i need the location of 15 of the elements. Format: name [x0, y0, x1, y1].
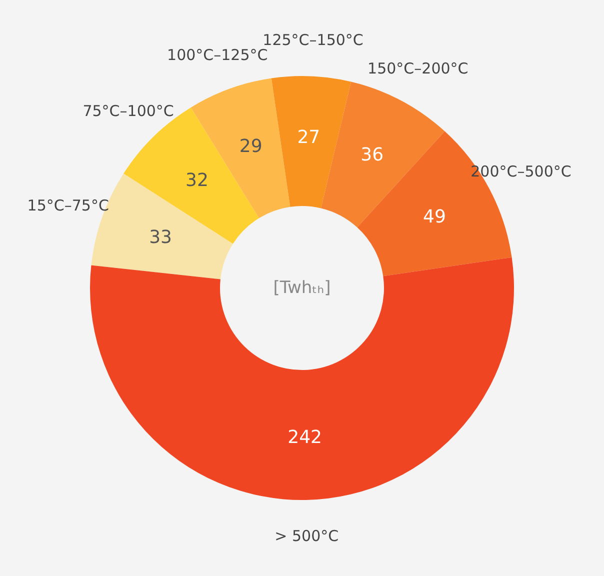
- data-label: 36: [360, 144, 384, 166]
- slice-label: > 500°C: [274, 526, 339, 545]
- donut-slice: [90, 257, 514, 500]
- data-label: 49: [423, 206, 446, 228]
- data-label: 242: [288, 426, 322, 448]
- data-label: 33: [149, 227, 172, 248]
- donut-slice: [321, 82, 445, 228]
- slice-label: 75°C–100°C: [82, 102, 174, 120]
- donut-slice: [271, 76, 352, 208]
- data-label: 29: [239, 136, 262, 157]
- data-label: 27: [297, 127, 320, 148]
- slice-label: 15°C–75°C: [27, 196, 109, 215]
- text: [Twhₜₕ]: [273, 278, 331, 298]
- data-label: 32: [185, 170, 208, 191]
- slice-label: 150°C–200°C: [368, 60, 468, 78]
